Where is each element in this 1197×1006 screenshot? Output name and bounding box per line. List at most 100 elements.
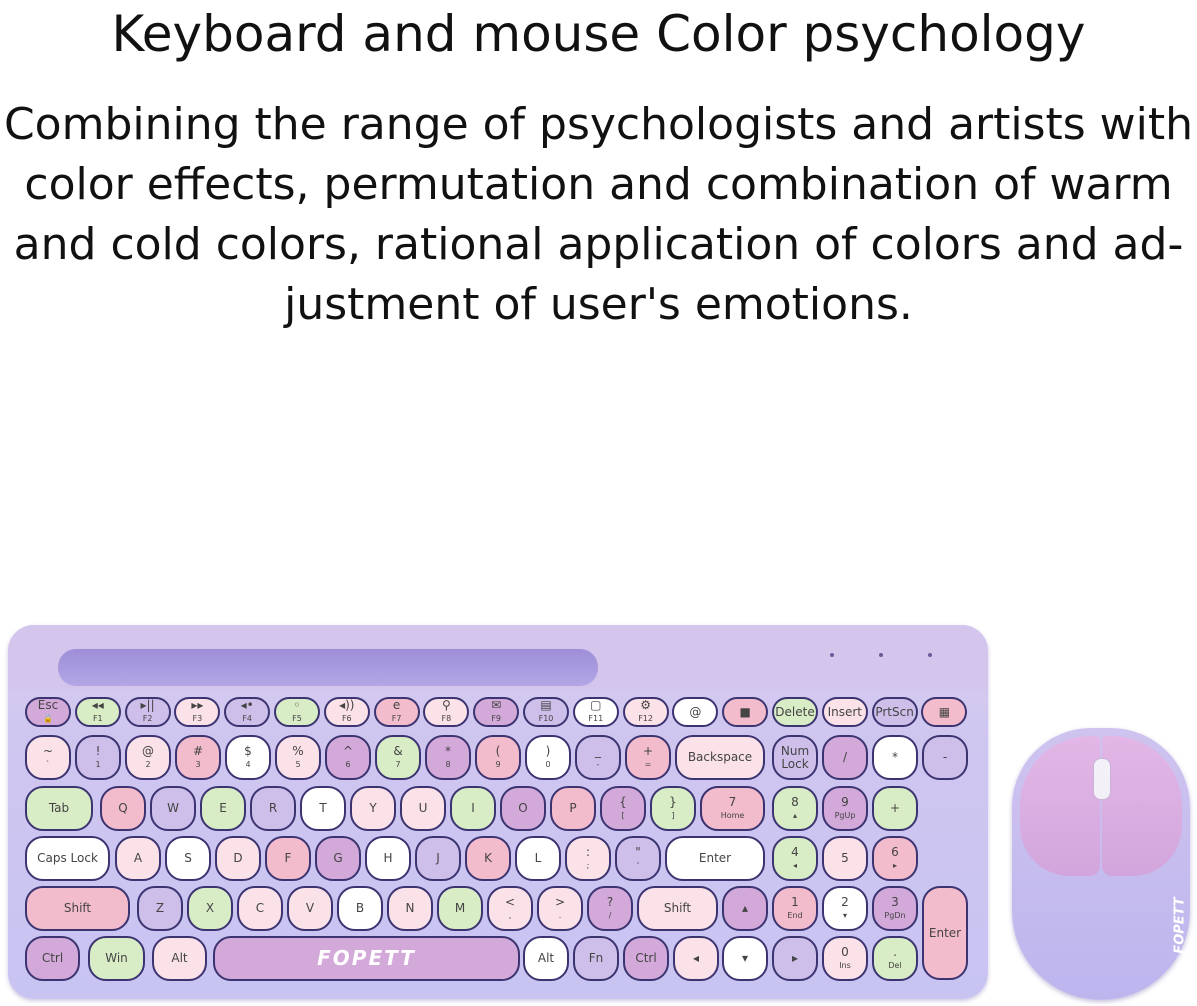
indicator-light	[879, 653, 883, 657]
keyboard-top-panel	[8, 625, 988, 690]
key-label: F	[284, 851, 292, 865]
key-label: ▦	[938, 704, 951, 719]
key-sub-label: F1	[92, 714, 103, 723]
key-2: 2 ▾	[822, 886, 868, 931]
key-y: Y	[350, 786, 396, 831]
key--: @	[672, 697, 719, 727]
device-slot	[58, 649, 598, 686]
key-z: Z	[137, 886, 183, 931]
key-sub-label: 0	[545, 759, 551, 769]
key-b: B	[337, 886, 383, 931]
mouse-scroll-wheel	[1093, 758, 1111, 800]
key-label: @	[142, 743, 154, 758]
key-7: 7 Home	[700, 786, 765, 831]
key-sub-label: -	[596, 759, 600, 769]
key-sub-label: F4	[242, 714, 253, 723]
key-sub-label: 4	[245, 759, 251, 769]
key-label: X	[205, 901, 215, 915]
key-label: Backspace	[687, 750, 753, 764]
key-sub-label: ▴	[792, 810, 797, 820]
key-e: e F7	[373, 697, 420, 727]
key-label: E	[219, 801, 227, 815]
key--: :;	[565, 836, 611, 881]
key-6: 6 ▸	[872, 836, 918, 881]
key-sub-label: 3	[195, 759, 201, 769]
key-label: A	[133, 851, 143, 865]
key--: (9	[475, 735, 521, 780]
key-label: Alt	[537, 951, 555, 965]
key-delete: Delete	[772, 697, 818, 727]
key-label: 8	[791, 794, 799, 809]
key-label: U	[418, 801, 428, 815]
mouse-left-button	[1020, 736, 1100, 876]
mouse-image: FOPETT	[1012, 728, 1190, 1000]
key-label: Delete	[775, 704, 815, 719]
key--: ◂• F4	[224, 697, 271, 727]
key--: ◦ F5	[274, 697, 320, 727]
key-n: N	[387, 886, 433, 931]
key-u: U	[400, 786, 446, 831]
key--: >.	[537, 886, 583, 931]
key-label: *	[445, 743, 451, 758]
key-sub-label: ;	[586, 860, 590, 870]
mouse-right-button	[1102, 736, 1182, 876]
key-label: 4	[791, 844, 799, 859]
key-label: ?	[606, 894, 614, 909]
key-ctrl: Ctrl	[25, 936, 80, 981]
key-esc: Esc 🔒	[25, 697, 71, 727]
key-label: M	[454, 901, 466, 915]
key-4: 4 ◂	[772, 836, 818, 881]
key-sub-label: Ins	[839, 960, 851, 970]
key-label: L	[534, 851, 542, 865]
key-sub-label: 7	[395, 759, 401, 769]
key-sub-label: ]	[671, 810, 675, 820]
description-line: justment of user's emotions.	[284, 279, 913, 330]
key-t: T	[300, 786, 346, 831]
key--: ▾	[722, 936, 768, 981]
description-line: color effects, permutation and combinati…	[24, 159, 1173, 210]
key-label: Insert	[827, 704, 862, 719]
key-label: H	[383, 851, 393, 865]
key-j: J	[415, 836, 461, 881]
key-label: >	[554, 894, 566, 909]
key-e: E	[200, 786, 246, 831]
key--: ▸▸ F3	[174, 697, 221, 727]
key-label: ⚲	[441, 698, 451, 712]
key-sub-label: F12	[638, 714, 653, 723]
key-label: /	[842, 750, 848, 764]
key-sub-label: Home	[720, 810, 745, 820]
key-a: A	[115, 836, 161, 881]
key-label: PrtScn	[875, 704, 914, 719]
keyboard-brand-logo: FOPETT	[317, 946, 416, 970]
key-label: Alt	[171, 951, 188, 965]
key--: ▸|| F2	[124, 697, 171, 727]
key-label: D	[233, 851, 243, 865]
key-q: Q	[100, 786, 146, 831]
key-label: ◂◂	[91, 698, 104, 712]
key-label: W	[167, 801, 179, 815]
key-sub-label: ◂	[792, 860, 797, 870]
key--: ◂)) F6	[323, 697, 370, 727]
key-label: 1	[791, 894, 799, 909]
key-label: ■	[739, 704, 751, 719]
key-label: Z	[155, 901, 165, 915]
key-label: ▾	[741, 951, 749, 965]
key-backspace: Backspace	[675, 735, 765, 780]
key-sub-label: PgUp	[834, 810, 856, 820]
key-label: ✉	[491, 698, 502, 712]
key-sub-label: 2	[145, 759, 151, 769]
key-label: ◂))	[339, 698, 355, 712]
key-label: Tab	[48, 801, 70, 815]
key--: ▴	[722, 886, 768, 931]
key--: /	[822, 735, 868, 780]
key-i: I	[450, 786, 496, 831]
key-sub-label: 8	[445, 759, 451, 769]
key--: #3	[175, 735, 221, 780]
key-k: K	[465, 836, 511, 881]
key-label: Shift	[63, 901, 92, 915]
key-label: J	[436, 851, 440, 865]
key--: " '	[615, 836, 661, 881]
key--: +	[872, 786, 918, 831]
key-sub-label: F10	[538, 714, 554, 723]
key-enter: Enter	[922, 886, 968, 980]
